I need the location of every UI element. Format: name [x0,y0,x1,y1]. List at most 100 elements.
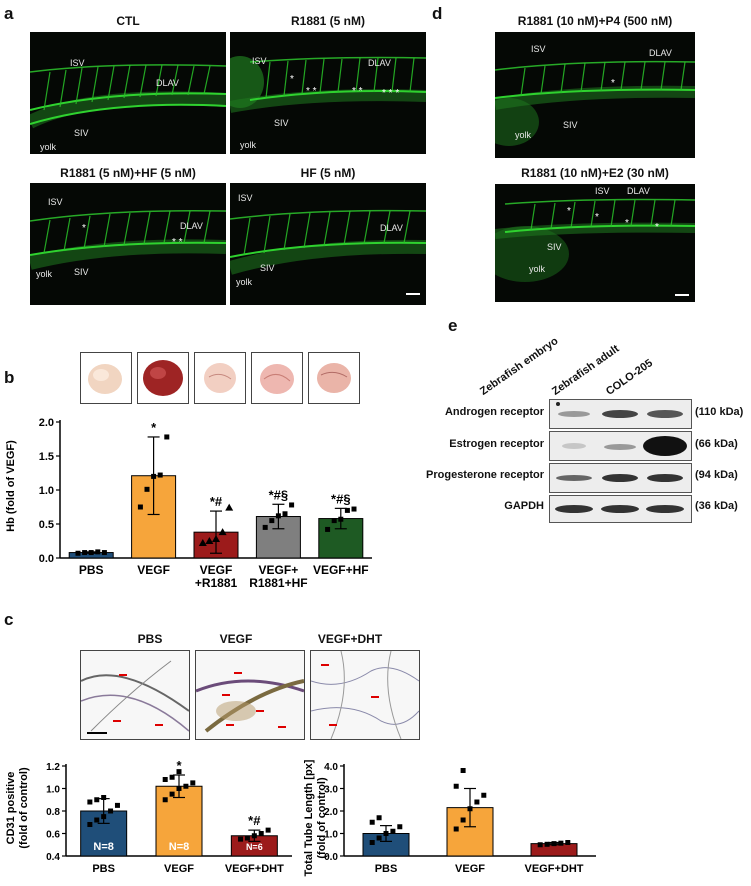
significance-label: * [151,420,157,435]
data-point [551,841,557,847]
x-tick-label: PBS [79,563,104,577]
data-point [344,507,350,513]
data-point [537,842,543,848]
wb-row-label-pr: Progesterone receptor [426,469,544,481]
data-point [108,808,114,814]
data-point [164,434,170,440]
x-tick-label: PBS [375,863,398,875]
tissue-image-vegf [137,352,189,404]
data-point [101,795,107,800]
data-point [397,824,403,830]
y-tick-label: 0.8 [46,807,60,818]
panel-c-title-vegf: VEGF [219,632,253,646]
yolk-label: yolk [240,140,257,150]
asterisk-marker: * [655,222,659,233]
panel-letter-a: a [4,4,14,23]
significance-label: *#§ [269,487,289,502]
data-point [151,473,157,479]
asterisk-marker: * [82,223,86,234]
significance-label: *# [248,813,261,828]
panel-a-title-r1881: R1881 (5 nM) [290,14,366,28]
data-point [88,550,94,556]
siv-label: SIV [563,120,578,130]
y-axis-label: (fold of control) [316,777,328,859]
y-tick-label: 3.0 [324,785,338,796]
data-point [225,503,234,511]
panel-d-title-p4: R1881 (10 nM)+P4 (500 nM) [517,14,673,28]
isv-label: ISV [531,44,546,54]
yolk-label: yolk [40,142,57,152]
yolk-label: yolk [515,130,532,140]
y-axis-label: CD31 positive [5,772,17,845]
y-tick-label: 1.5 [39,451,54,463]
x-tick-label: VEGF [200,563,233,577]
y-tick-label: 2.0 [39,417,54,429]
y-tick-label: 1.0 [39,485,54,497]
y-axis-label: Total Tube Length [px] [303,759,315,876]
data-point [101,814,107,820]
wb-strip-pr [549,463,692,493]
data-point [369,840,375,845]
dlav-label: DLAV [380,223,403,233]
zebrafish-image-p4: ISV DLAV SIV yolk * [495,32,695,158]
data-point [544,841,550,847]
zebrafish-image-hf: ISV DLAV SIV yolk [230,183,426,305]
y-tick-label: 2.0 [324,807,338,818]
isv-label: ISV [595,186,610,196]
data-point [169,774,175,780]
wb-kda-ar: (110 kDa) [695,406,744,418]
data-point [258,831,264,836]
x-tick-label: +R1881 [195,576,238,590]
histology-image-vegf-dht [310,650,420,740]
data-point [474,799,480,805]
isv-label: ISV [70,58,85,68]
dlav-label: DLAV [649,48,672,58]
scale-bar [675,294,689,296]
significance-label: * [176,758,182,773]
data-point [183,783,189,789]
data-point [453,783,459,789]
data-point [331,518,337,524]
y-tick-label: 0.0 [39,553,54,565]
data-point [282,511,288,517]
y-tick-label: 1.2 [46,762,60,773]
panel-a-title-ctl: CTL [116,14,140,28]
x-tick-label: VEGF+DHT [225,863,284,875]
y-tick-label: 0.5 [39,519,54,531]
x-tick-label: VEGF+DHT [525,863,584,875]
data-point [325,526,331,532]
data-point [265,827,271,833]
data-point [460,768,466,773]
asterisk-marker: * * [306,86,317,97]
tissue-image-vegf-r1881 [194,352,246,404]
significance-label: *# [210,494,223,509]
data-point [169,791,175,797]
wb-strip-gapdh [549,495,692,523]
panel-a-title-hf: HF (5 nM) [300,166,356,180]
y-axis-label: Hb (fold of VEGF) [5,440,17,532]
x-tick-label: VEGF [137,563,170,577]
data-point [87,822,93,827]
data-point [275,513,281,519]
data-point [460,817,466,823]
data-point [190,780,196,786]
panel-letter-d: d [432,4,443,23]
panel-c-title-pbs: PBS [137,632,163,646]
data-point [238,836,244,842]
data-point [289,502,295,508]
data-point [481,792,487,798]
y-tick-label: 0.4 [46,852,60,863]
asterisk-marker: * * * [382,88,400,99]
siv-label: SIV [547,242,562,252]
y-tick-label: 4.0 [324,762,338,773]
data-point [453,826,459,832]
panel-letter-c: c [4,610,14,629]
n-label: N=6 [246,842,263,852]
zebrafish-image-r1881-hf: ISV DLAV SIV yolk * * * [30,183,226,305]
asterisk-marker: * * [172,237,183,248]
isv-label: ISV [238,193,253,203]
wb-kda-pr: (94 kDa) [695,469,738,481]
y-tick-label: 1.0 [46,785,60,796]
wb-row-label-ar: Androgen receptor [444,406,544,418]
tissue-image-pbs [80,352,132,404]
